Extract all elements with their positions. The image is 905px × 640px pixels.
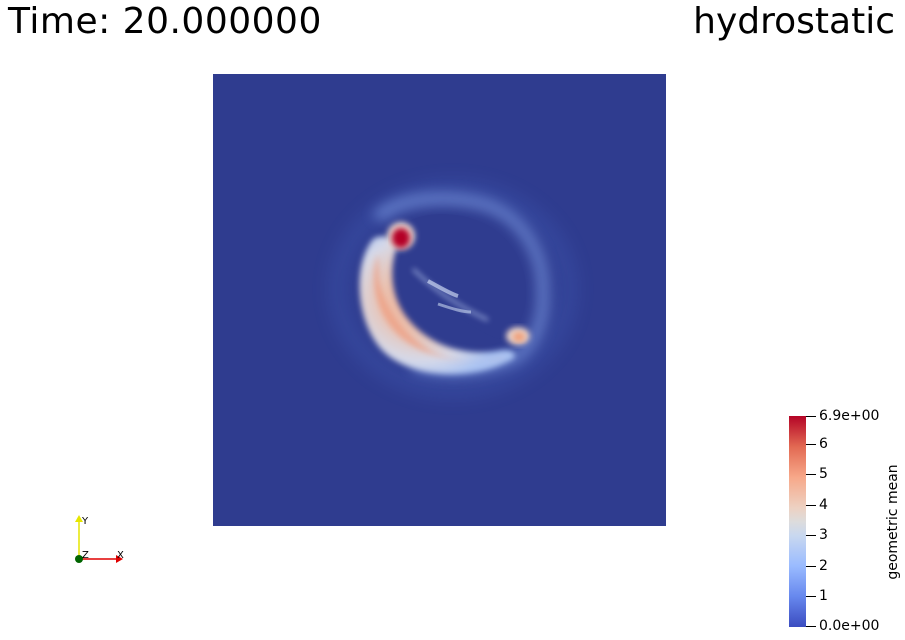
stress-core <box>374 254 505 361</box>
hotspot-right <box>513 332 525 342</box>
x-axis-label: X <box>117 550 124 561</box>
tick-mark <box>806 626 816 627</box>
view-title: hydrostatic <box>693 1 895 42</box>
colorbar-title: geometric mean <box>884 457 902 587</box>
tick-label: 5 <box>819 466 828 482</box>
hotspot-top <box>392 228 410 248</box>
x-axis-arrow-icon <box>116 555 123 563</box>
tick-label: 6 <box>819 435 828 452</box>
tick-label-max: 6.9e+00 <box>819 408 880 424</box>
colorbar-gradient <box>789 416 806 627</box>
streak-3 <box>437 302 472 314</box>
stress-band <box>359 236 515 375</box>
tick-mark <box>806 565 816 567</box>
tick-mark <box>806 443 816 445</box>
tick-label-min: 0.0e+00 <box>819 618 880 634</box>
tick-mark <box>806 474 816 475</box>
z-axis-label: Z <box>82 550 89 561</box>
y-axis-label: Y <box>81 516 89 527</box>
tick-mark <box>806 596 816 597</box>
tick-mark <box>806 504 816 506</box>
tick-label: 4 <box>819 496 828 513</box>
field-plot <box>213 74 666 526</box>
y-axis-arrow-icon <box>75 515 83 522</box>
tick-mark <box>806 416 816 417</box>
streak-1 <box>411 267 489 322</box>
tick-mark <box>806 535 816 536</box>
tick-label: 1 <box>819 588 828 604</box>
streak-2 <box>427 279 459 298</box>
time-annotation: Time: 20.000000 <box>8 1 322 42</box>
render-view[interactable] <box>213 74 666 526</box>
tick-label: 2 <box>819 557 828 574</box>
halo <box>333 184 573 394</box>
orientation-axes: Y Z X <box>60 508 140 570</box>
cavity <box>403 214 527 339</box>
z-axis-dot-icon <box>75 555 83 563</box>
colorbar-ticks: 6.9e+00 6 5 4 3 2 1 0.0e+00 <box>806 409 886 633</box>
colorbar-title-text: geometric mean <box>885 464 901 580</box>
tick-label: 3 <box>819 527 828 543</box>
